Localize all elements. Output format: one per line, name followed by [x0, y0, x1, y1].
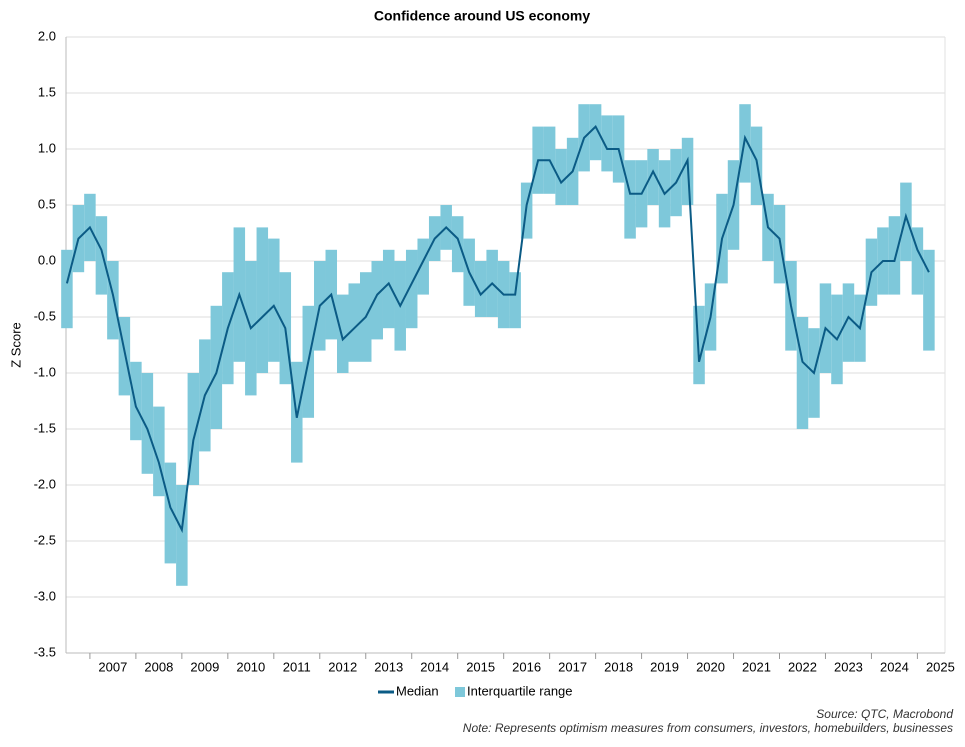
x-tick-label: 2010: [236, 659, 265, 674]
x-tick-label: 2007: [98, 659, 127, 674]
iqr-bar: [900, 182, 912, 261]
y-tick-label: -2.5: [34, 532, 56, 547]
x-tick-label: 2012: [328, 659, 357, 674]
y-tick-label: 0.0: [38, 252, 56, 267]
iqr-bar: [417, 238, 429, 295]
y-tick-label: -1.5: [34, 420, 56, 435]
iqr-bar: [268, 238, 280, 362]
iqr-bar: [405, 249, 418, 329]
iqr-bar: [647, 149, 659, 205]
x-tick-label: 2015: [466, 659, 495, 674]
iqr-bar: [923, 249, 935, 351]
y-axis-label: Z Score: [8, 322, 23, 368]
iqr-bar: [371, 261, 383, 340]
legend-label: Median: [396, 683, 439, 698]
iqr-bar: [164, 462, 177, 564]
note: Note: Represents optimism measures from …: [463, 721, 953, 735]
iqr-bar: [256, 227, 269, 373]
x-tick-label: 2025: [926, 659, 955, 674]
iqr-bar: [141, 373, 154, 474]
y-tick-label: -2.0: [34, 476, 56, 491]
y-tick-label: -0.5: [34, 308, 56, 323]
x-tick-label: 2011: [283, 659, 311, 674]
x-tick-label: 2021: [742, 659, 771, 674]
x-tick-label: 2020: [696, 659, 725, 674]
iqr-bar: [337, 294, 349, 373]
y-tick-label: -3.5: [34, 644, 56, 659]
iqr-bar: [382, 249, 395, 329]
iqr-bar: [130, 361, 142, 441]
iqr-bar: [601, 115, 613, 172]
x-tick-label: 2016: [512, 659, 541, 674]
median-line: [65, 124, 930, 534]
y-tick-label: -1.0: [34, 364, 56, 379]
iqr-bar: [348, 283, 360, 362]
iqr-bar: [451, 216, 464, 273]
iqr-bar: [509, 272, 521, 329]
x-tick-label: 2009: [190, 659, 219, 674]
iqr-bar: [107, 261, 119, 340]
iqr-bar: [555, 149, 567, 205]
iqr-bar: [474, 261, 487, 317]
iqr-bar: [796, 317, 809, 429]
y-tick-label: 2.0: [38, 28, 56, 43]
y-tick-label: 0.5: [38, 196, 56, 211]
iqr-bar: [888, 216, 901, 295]
iqr-bar: [589, 104, 602, 161]
iqr-bar: [210, 305, 223, 429]
iqr-bar: [187, 373, 200, 485]
iqr-bar: [911, 227, 924, 295]
iqr-bar: [176, 485, 188, 586]
iqr-bar: [624, 160, 636, 239]
iqr-bar: [842, 283, 855, 362]
x-tick-label: 2018: [604, 659, 633, 674]
iqr-bar: [153, 406, 165, 497]
legend-label: Interquartile range: [467, 683, 573, 698]
x-tick-label: 2023: [834, 659, 863, 674]
x-tick-label: 2017: [558, 659, 587, 674]
x-tick-label: 2019: [650, 659, 679, 674]
y-tick-label: 1.0: [38, 140, 56, 155]
x-tick-label: 2022: [788, 659, 817, 674]
iqr-bar: [118, 317, 131, 396]
y-tick-label: 1.5: [38, 84, 56, 99]
source: Source: QTC, Macrobond: [816, 707, 953, 721]
x-tick-label: 2014: [420, 659, 449, 674]
y-tick-label: -3.0: [34, 588, 56, 603]
legend-swatch: [455, 687, 465, 697]
iqr-bar: [61, 249, 73, 329]
chart-title: Confidence around US economy: [374, 8, 590, 24]
iqr-bar: [95, 216, 108, 295]
x-tick-label: 2024: [880, 659, 909, 674]
x-tick-label: 2008: [144, 659, 173, 674]
x-tick-label: 2013: [374, 659, 403, 674]
